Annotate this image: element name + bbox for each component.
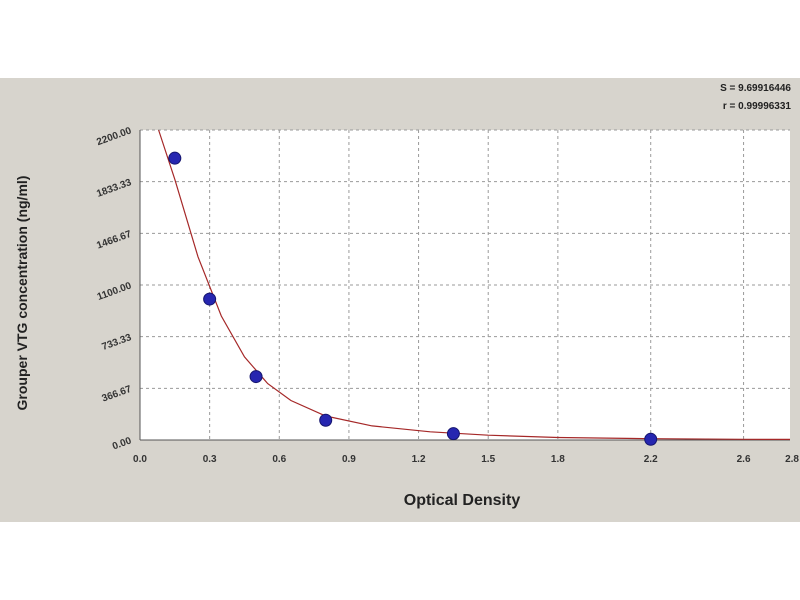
axes (139, 130, 790, 441)
data-point (168, 151, 182, 165)
x-tick-label: 1.5 (481, 454, 495, 465)
x-tick-label: 2.6 (737, 454, 751, 465)
x-tick-label: 0.3 (203, 454, 217, 465)
x-tick-label: 2.8 (785, 454, 799, 465)
x-tick-label: 2.2 (644, 454, 658, 465)
x-tick-label: 0.0 (133, 454, 147, 465)
grid-lines (140, 129, 790, 440)
standard-curve-chart: 0.00 366.67 733.33 1100.00 1466.67 1833.33 220… (14, 83, 799, 509)
stat-r-label: r = 0.99996331 (723, 101, 792, 112)
data-point (319, 413, 333, 427)
y-axis-title: Grouper VTG concentration (ng/ml) (14, 176, 30, 411)
y-tick-label: 1833.33 (95, 177, 133, 200)
data-point (446, 427, 460, 441)
y-tick-labels: 0.00 366.67 733.33 1100.00 1466.67 1833.33 220… (95, 125, 133, 452)
y-tick-label: 733.33 (101, 332, 134, 353)
data-points (168, 151, 658, 446)
x-axis-title: Optical Density (404, 492, 521, 509)
y-tick-label: 1466.67 (95, 229, 133, 252)
x-tick-labels: 0.0 0.3 0.6 0.9 1.2 1.5 1.8 2.2 2.6 2.8 (133, 454, 799, 465)
stat-s-label: S = 9.69916446 (720, 83, 791, 94)
chart-panel: 0.00 366.67 733.33 1100.00 1466.67 1833.33 220… (0, 78, 800, 522)
x-tick-label: 1.8 (551, 454, 565, 465)
y-tick-label: 0.00 (111, 435, 133, 452)
y-tick-label: 2200.00 (95, 125, 133, 148)
x-tick-label: 0.9 (342, 454, 356, 465)
data-point (203, 292, 217, 306)
data-point (644, 432, 658, 446)
y-tick-label: 1100.00 (96, 280, 134, 303)
x-tick-label: 1.2 (412, 454, 426, 465)
x-tick-label: 0.6 (272, 454, 286, 465)
y-tick-label: 366.67 (101, 384, 134, 405)
data-point (249, 370, 263, 384)
